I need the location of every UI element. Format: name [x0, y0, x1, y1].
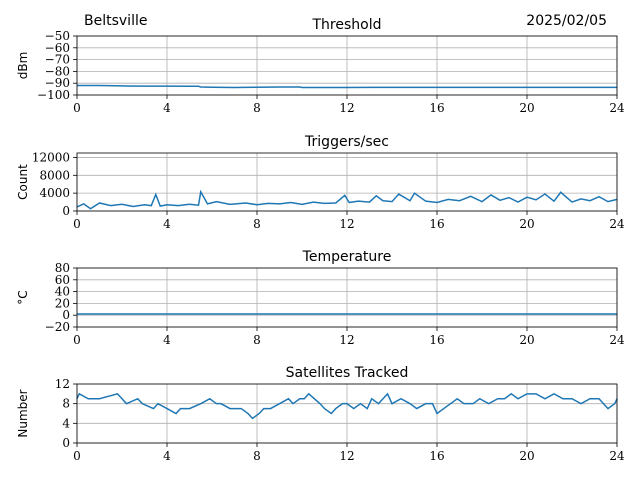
x-tick-label: 4	[163, 333, 171, 347]
x-tick-label: 16	[429, 101, 444, 115]
y-axis-label: Number	[16, 389, 30, 437]
y-axis-label: dBm	[16, 52, 30, 80]
y-tick-label: 20	[55, 296, 70, 310]
x-tick-label: 4	[163, 101, 171, 115]
x-tick-label: 4	[163, 217, 171, 231]
x-tick-label: 16	[429, 333, 444, 347]
y-tick-label: 0	[62, 204, 70, 218]
report-date: 2025/02/05	[526, 13, 607, 29]
y-tick-label: −20	[45, 320, 70, 334]
x-tick-label: 24	[609, 333, 625, 347]
x-tick-label: 16	[429, 217, 444, 231]
x-tick-label: 8	[253, 101, 261, 115]
x-tick-label: 4	[163, 449, 171, 463]
panel-title: Triggers/sec	[304, 134, 389, 150]
y-tick-label: 4	[62, 416, 70, 430]
panel-title: Threshold	[312, 17, 382, 33]
x-tick-label: 0	[73, 101, 81, 115]
x-tick-label: 24	[609, 217, 625, 231]
y-tick-label: 80	[55, 261, 70, 275]
x-tick-label: 8	[253, 217, 261, 231]
y-tick-label: 12	[55, 377, 70, 391]
x-tick-label: 20	[519, 101, 534, 115]
x-tick-label: 0	[73, 217, 81, 231]
x-tick-label: 8	[253, 333, 261, 347]
panel-title: Temperature	[302, 249, 392, 265]
panel-triggers: 0 4 8 12 16 20 24 0 4000 8000 12000 Triggers/sec Cou…	[16, 134, 625, 231]
x-tick-label: 12	[339, 101, 354, 115]
x-tick-label: 24	[609, 449, 625, 463]
x-tick-label: 20	[519, 333, 534, 347]
y-tick-label: 8000	[39, 168, 70, 182]
x-tick-label: 0	[73, 449, 81, 463]
series-line	[77, 84, 617, 89]
x-tick-label: 12	[339, 333, 354, 347]
y-axis-label: Count	[16, 164, 30, 200]
x-tick-label: 8	[253, 449, 261, 463]
series-line	[76, 392, 618, 420]
y-tick-label: −80	[45, 64, 70, 78]
y-tick-label: 12000	[32, 150, 70, 164]
y-tick-label: 60	[55, 273, 70, 287]
series-line	[76, 189, 618, 210]
y-tick-label: 4000	[39, 186, 70, 200]
station-name: Beltsville	[84, 13, 148, 29]
y-tick-label: −60	[45, 41, 70, 55]
x-tick-label: 24	[609, 101, 625, 115]
y-tick-label: −90	[45, 76, 70, 90]
x-tick-label: 12	[339, 217, 354, 231]
y-tick-label: −100	[37, 88, 70, 102]
y-tick-label: 0	[62, 436, 70, 450]
y-tick-label: −70	[45, 53, 70, 67]
x-tick-label: 20	[519, 449, 534, 463]
y-tick-label: 0	[62, 308, 70, 322]
x-tick-label: 0	[73, 333, 81, 347]
y-tick-label: 8	[62, 397, 70, 411]
y-tick-label: −50	[45, 29, 70, 43]
x-tick-label: 12	[339, 449, 354, 463]
x-tick-label: 20	[519, 217, 534, 231]
y-axis-label: °C	[16, 290, 30, 304]
panel-satellites: 0 4 8 12 16 20 24 0 4 8 12 Satellites Tracked Number	[16, 365, 625, 463]
y-tick-label: 40	[55, 285, 70, 299]
x-tick-label: 16	[429, 449, 444, 463]
panel-title: Satellites Tracked	[286, 365, 409, 381]
panel-threshold: 0 4 8 12 16 20 24 −100−90−80−70−60−50 Threshold d…	[16, 17, 625, 115]
